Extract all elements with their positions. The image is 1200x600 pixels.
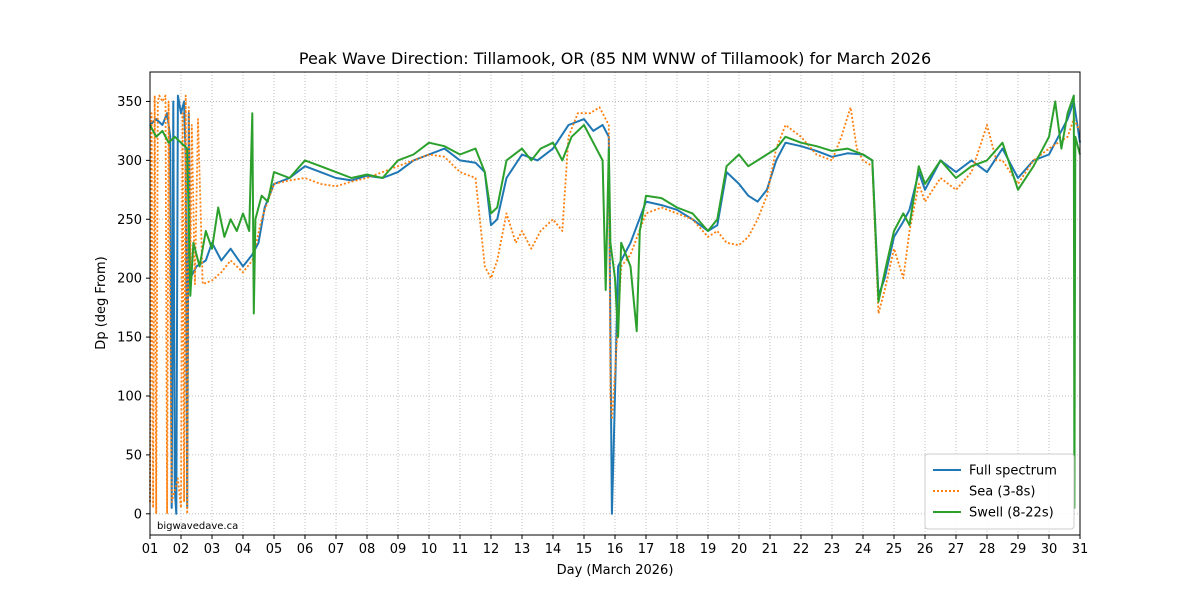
series-line-full-spectrum [149, 94, 1081, 515]
legend-box [924, 453, 1075, 530]
y-axis-ticks: 0 50 100 150 200 250 300 350 [117, 95, 150, 522]
x-tick-label: 21 [762, 542, 779, 557]
x-tick-label: 23 [824, 542, 841, 557]
y-tick-label: 350 [117, 95, 142, 110]
y-tick-label: 300 [117, 154, 142, 169]
y-tick-label: 250 [117, 213, 142, 228]
x-axis-ticks: 01 02 03 04 05 06 07 08 09 10 11 12 13 14 15 16 17 18 19 20… [142, 535, 1089, 557]
x-tick-label: 17 [638, 542, 655, 557]
legend-label-sea-3-8s: Sea (3-8s) [969, 485, 1036, 500]
x-tick-label: 07 [328, 542, 345, 557]
x-tick-label: 31 [1072, 542, 1089, 557]
x-tick-label: 04 [235, 542, 252, 557]
x-tick-label: 09 [390, 542, 407, 557]
x-tick-label: 22 [793, 542, 810, 557]
x-tick-label: 02 [173, 542, 190, 557]
x-tick-label: 12 [483, 542, 500, 557]
series-line-swell-8-22s [149, 94, 1081, 509]
x-tick-label: 25 [886, 542, 903, 557]
x-tick-label: 08 [359, 542, 376, 557]
x-axis-label: Day (March 2026) [557, 563, 674, 578]
x-tick-label: 27 [948, 542, 965, 557]
x-tick-label: 15 [576, 542, 593, 557]
y-tick-label: 200 [117, 272, 142, 287]
x-tick-label: 05 [266, 542, 283, 557]
x-tick-label: 06 [297, 542, 314, 557]
legend-label-swell-8-22s: Swell (8-22s) [969, 506, 1054, 521]
x-tick-label: 29 [1010, 542, 1027, 557]
x-tick-label: 13 [514, 542, 531, 557]
series-layer [149, 94, 1081, 515]
x-tick-label: 10 [421, 542, 438, 557]
x-tick-label: 03 [204, 542, 221, 557]
x-tick-label: 18 [669, 542, 686, 557]
y-tick-label: 100 [117, 389, 142, 404]
x-tick-label: 30 [1041, 542, 1058, 557]
chart-title: Peak Wave Direction: Tillamook, OR (85 N… [299, 49, 931, 68]
x-tick-label: 20 [731, 542, 748, 557]
y-tick-label: 50 [125, 448, 142, 463]
x-tick-label: 19 [700, 542, 717, 557]
x-tick-label: 16 [607, 542, 624, 557]
x-tick-label: 01 [142, 542, 159, 557]
series-line-sea-3-8s [149, 94, 1081, 515]
legend: Full spectrum Sea (3-8s) Swell (8-22s) [924, 453, 1075, 530]
legend-label-full-spectrum: Full spectrum [969, 464, 1057, 479]
x-tick-label: 14 [545, 542, 562, 557]
y-tick-label: 0 [134, 507, 142, 522]
y-tick-label: 150 [117, 331, 142, 346]
y-axis-label: Dp (deg From) [94, 256, 109, 349]
x-tick-label: 24 [855, 542, 872, 557]
x-tick-label: 28 [979, 542, 996, 557]
watermark: bigwavedave.ca [157, 521, 238, 532]
x-tick-label: 26 [917, 542, 934, 557]
x-tick-label: 11 [452, 542, 469, 557]
